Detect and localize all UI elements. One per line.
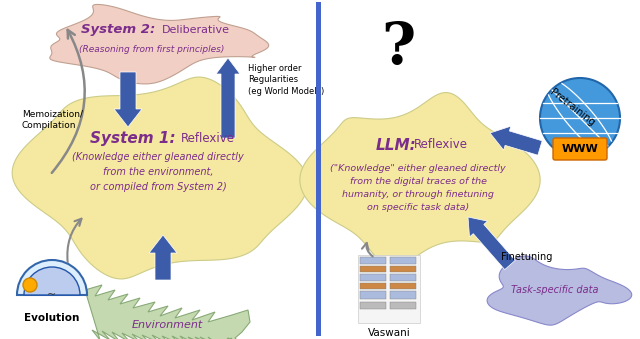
FancyArrow shape bbox=[490, 126, 542, 155]
Bar bbox=[390, 302, 416, 309]
Bar bbox=[390, 266, 416, 272]
Text: System 2:: System 2: bbox=[81, 23, 155, 37]
Bar bbox=[390, 291, 416, 299]
Text: ?: ? bbox=[381, 20, 415, 76]
Text: Evolution: Evolution bbox=[24, 313, 80, 323]
Text: ("Knowledge" either gleaned directly
from the digital traces of the
humanity, or: ("Knowledge" either gleaned directly fro… bbox=[330, 164, 506, 212]
Bar bbox=[358, 255, 420, 323]
Bar bbox=[390, 274, 416, 281]
Text: Deliberative: Deliberative bbox=[162, 25, 230, 35]
Bar bbox=[390, 283, 416, 289]
Text: WWW: WWW bbox=[562, 144, 598, 154]
Circle shape bbox=[540, 78, 620, 158]
Text: Pretraining: Pretraining bbox=[548, 87, 596, 128]
Text: Finetuning: Finetuning bbox=[501, 252, 553, 262]
Wedge shape bbox=[17, 260, 87, 295]
Polygon shape bbox=[300, 93, 540, 267]
Circle shape bbox=[23, 278, 37, 292]
FancyArrowPatch shape bbox=[362, 243, 372, 256]
Text: Environment: Environment bbox=[131, 320, 203, 330]
Bar bbox=[316, 2, 321, 336]
FancyArrowPatch shape bbox=[52, 30, 84, 173]
Polygon shape bbox=[487, 256, 632, 325]
Bar bbox=[360, 266, 386, 272]
FancyArrow shape bbox=[114, 72, 142, 127]
FancyArrow shape bbox=[468, 217, 515, 270]
FancyArrow shape bbox=[149, 235, 177, 280]
Text: (Reasoning from first principles): (Reasoning from first principles) bbox=[79, 45, 225, 55]
Polygon shape bbox=[12, 77, 308, 279]
Bar bbox=[360, 274, 386, 281]
Bar bbox=[390, 257, 416, 264]
Polygon shape bbox=[50, 4, 269, 84]
Bar bbox=[360, 257, 386, 264]
Text: Memoization/
Compilation: Memoization/ Compilation bbox=[22, 109, 83, 131]
Text: LLM:: LLM: bbox=[376, 138, 417, 153]
FancyArrowPatch shape bbox=[67, 219, 81, 262]
Bar bbox=[360, 291, 386, 299]
Bar bbox=[360, 283, 386, 289]
Text: Reflexive: Reflexive bbox=[181, 132, 235, 144]
Text: Vaswani: Vaswani bbox=[367, 328, 410, 338]
Text: System 1:: System 1: bbox=[90, 131, 176, 145]
Text: Reflexive: Reflexive bbox=[414, 139, 468, 152]
Wedge shape bbox=[24, 267, 80, 295]
Bar bbox=[360, 302, 386, 309]
FancyArrow shape bbox=[216, 58, 240, 138]
FancyBboxPatch shape bbox=[553, 138, 607, 160]
Polygon shape bbox=[85, 285, 250, 339]
Text: ~: ~ bbox=[47, 290, 56, 300]
Text: Higher order
Regularities
(eg World Models): Higher order Regularities (eg World Mode… bbox=[248, 64, 324, 96]
Text: (Knowledge either gleaned directly
from the environment,
or compiled from System: (Knowledge either gleaned directly from … bbox=[72, 152, 244, 192]
Text: Task-specific data: Task-specific data bbox=[511, 285, 599, 295]
